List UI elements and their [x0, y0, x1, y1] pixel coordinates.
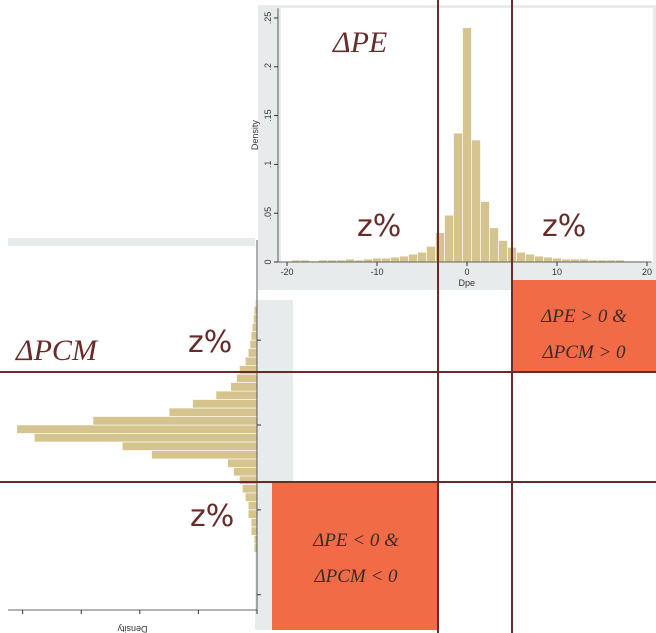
bar	[561, 258, 571, 263]
bar	[92, 416, 258, 426]
bar	[239, 475, 258, 485]
bar	[250, 331, 258, 341]
x-axis-label: Dpe	[458, 278, 475, 288]
pcm-label: ΔPCM	[15, 334, 99, 367]
bar	[444, 214, 454, 263]
bar	[417, 251, 427, 263]
y-tick-label: .2	[263, 63, 273, 71]
z-label: z%	[357, 209, 401, 244]
bar	[247, 348, 258, 358]
z-label: z%	[190, 499, 234, 534]
bar	[516, 251, 526, 263]
bar	[253, 305, 258, 315]
bar	[453, 132, 463, 263]
bar	[16, 424, 258, 434]
bar	[552, 257, 562, 263]
quadrant-text: ΔPE < 0 &	[312, 530, 399, 551]
x-tick-label: 10	[552, 267, 562, 277]
y-tick-label: .1	[263, 161, 273, 169]
bar	[390, 256, 400, 263]
pe-label: ΔPE	[332, 26, 387, 59]
bar	[543, 256, 553, 263]
x-tick-label: -20	[280, 267, 293, 277]
bar	[399, 255, 409, 263]
quadrant-box	[272, 482, 438, 630]
bar	[363, 258, 373, 263]
bar	[253, 314, 258, 324]
bar	[489, 227, 499, 263]
bar	[471, 139, 481, 263]
z-label: z%	[542, 209, 586, 244]
x-tick-label: 0	[464, 267, 469, 277]
bar	[252, 322, 258, 332]
bar	[151, 450, 258, 460]
bar	[247, 509, 258, 519]
quadrant-text: ΔPE > 0 &	[540, 306, 627, 327]
bar	[480, 201, 490, 263]
bar	[372, 257, 382, 263]
bar	[250, 518, 258, 528]
bar	[525, 253, 535, 263]
bar	[426, 246, 436, 263]
bar	[230, 382, 258, 392]
y-tick-label: 0	[263, 259, 273, 264]
bar	[534, 255, 544, 263]
quadrant-text: ΔPCM < 0	[313, 566, 398, 587]
bar	[247, 501, 258, 511]
bar	[435, 232, 445, 263]
bar	[236, 373, 258, 383]
x-tick-label: 20	[642, 267, 652, 277]
y-tick-label: .15	[263, 109, 273, 122]
bar	[242, 484, 258, 494]
z-label: z%	[188, 325, 232, 360]
bar	[253, 535, 258, 545]
x-axis-label: Density	[117, 624, 148, 633]
bar	[244, 356, 258, 366]
bar	[579, 258, 589, 263]
bar	[408, 253, 418, 263]
y-tick-label: .05	[263, 207, 273, 220]
quadrant-box	[512, 280, 656, 372]
bar	[233, 467, 258, 477]
left-panel-top	[8, 238, 255, 246]
bar	[250, 526, 258, 536]
bar	[215, 390, 258, 400]
bar	[462, 27, 472, 263]
bar	[498, 240, 508, 263]
bar	[253, 543, 258, 553]
bar	[34, 433, 258, 443]
bar	[244, 492, 258, 502]
bar	[570, 258, 580, 263]
bar	[168, 407, 258, 417]
bar	[345, 258, 355, 263]
y-tick-label: .25	[263, 12, 273, 25]
bar	[192, 399, 258, 409]
bar	[227, 458, 258, 468]
x-tick-label: -10	[370, 267, 383, 277]
quadrant-text: ΔPCM > 0	[541, 342, 626, 363]
bar	[381, 257, 391, 263]
y-axis-label: Density	[250, 120, 260, 151]
bar	[121, 441, 258, 451]
bar	[249, 339, 258, 349]
